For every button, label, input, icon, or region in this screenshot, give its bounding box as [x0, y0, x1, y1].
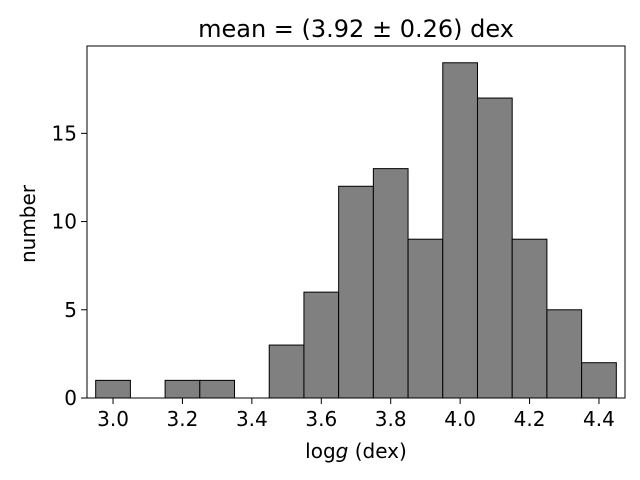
histogram-bar — [338, 185, 374, 399]
bars-group — [95, 62, 617, 399]
x-tick-label: 4.4 — [583, 407, 615, 431]
y-tick-label: 5 — [64, 298, 77, 322]
x-tick-label: 3.8 — [375, 407, 407, 431]
y-tick-label: 0 — [64, 386, 77, 410]
chart-title: mean = (3.92 ± 0.26) dex — [198, 15, 514, 43]
x-tick-label: 3.6 — [305, 407, 337, 431]
histogram-bar — [95, 379, 131, 399]
x-tick-label: 4.0 — [444, 407, 476, 431]
x-ticks: 3.0 3.2 3.4 3.6 3.8 4.0 4.2 4.4 — [97, 398, 615, 431]
histogram-bar — [303, 291, 340, 399]
histogram-bar — [372, 168, 409, 399]
x-tick-label: 3.2 — [167, 407, 199, 431]
x-tick-label: 4.2 — [514, 407, 546, 431]
histogram-bar — [442, 62, 478, 399]
y-tick-label: 15 — [52, 121, 77, 145]
x-axis-label: logg (dex) — [305, 439, 407, 463]
histogram-bar — [199, 379, 236, 399]
histogram-bar — [268, 344, 305, 399]
x-tick-label: 3.0 — [97, 407, 129, 431]
histogram-bar — [407, 238, 444, 399]
y-tick-label: 10 — [52, 210, 77, 234]
histogram-bar — [164, 379, 201, 399]
y-ticks: 0 5 10 15 — [52, 121, 87, 410]
histogram-bar — [476, 97, 513, 399]
x-tick-label: 3.4 — [236, 407, 268, 431]
y-axis-label: number — [16, 184, 40, 263]
plot-frame — [86, 45, 626, 399]
histogram-bar — [546, 309, 583, 399]
histogram-bar — [511, 238, 548, 399]
histogram-bar — [581, 362, 617, 399]
